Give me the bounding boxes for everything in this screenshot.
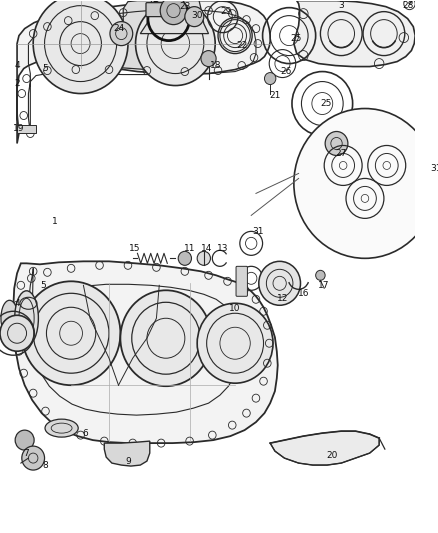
Text: 18: 18	[210, 61, 222, 70]
Text: 13: 13	[217, 244, 229, 253]
Ellipse shape	[45, 419, 78, 437]
Circle shape	[197, 303, 273, 383]
Text: 2: 2	[14, 79, 20, 88]
Ellipse shape	[1, 300, 18, 336]
Text: 21: 21	[269, 91, 281, 100]
Circle shape	[294, 109, 436, 259]
Circle shape	[0, 315, 34, 351]
Circle shape	[120, 290, 212, 386]
Text: 7: 7	[24, 449, 29, 458]
Text: 17: 17	[318, 281, 330, 290]
Ellipse shape	[15, 291, 39, 346]
Text: 10: 10	[230, 304, 241, 313]
Circle shape	[15, 430, 34, 450]
Text: 31: 31	[252, 227, 264, 236]
Circle shape	[259, 261, 300, 305]
Text: 16: 16	[297, 289, 309, 298]
Polygon shape	[270, 431, 379, 465]
Polygon shape	[104, 441, 150, 466]
Circle shape	[160, 0, 187, 25]
Circle shape	[201, 51, 216, 67]
Text: 23: 23	[179, 2, 191, 11]
Text: 26: 26	[281, 67, 292, 76]
Text: 14: 14	[201, 244, 212, 253]
Circle shape	[22, 446, 45, 470]
Text: 6: 6	[82, 429, 88, 438]
FancyBboxPatch shape	[146, 3, 163, 17]
Circle shape	[197, 252, 210, 265]
Circle shape	[110, 22, 133, 46]
Circle shape	[325, 132, 348, 156]
Text: 1: 1	[52, 217, 58, 226]
Text: 4: 4	[14, 299, 20, 308]
Circle shape	[135, 2, 215, 85]
Text: 3: 3	[339, 1, 344, 10]
Text: 22: 22	[236, 41, 247, 50]
Text: 30: 30	[191, 11, 203, 20]
Circle shape	[265, 72, 276, 85]
Text: 27: 27	[336, 149, 347, 158]
Text: 19: 19	[13, 124, 25, 133]
Text: 11: 11	[184, 244, 195, 253]
Text: 31: 31	[430, 164, 438, 173]
Polygon shape	[140, 1, 208, 34]
Text: 9: 9	[125, 457, 131, 466]
Text: 28: 28	[402, 1, 413, 10]
Text: 5: 5	[42, 64, 48, 73]
Polygon shape	[13, 261, 278, 443]
FancyBboxPatch shape	[17, 125, 36, 133]
Text: 8: 8	[42, 461, 48, 470]
Circle shape	[316, 270, 325, 280]
FancyBboxPatch shape	[236, 266, 247, 296]
Polygon shape	[294, 1, 415, 67]
Circle shape	[185, 6, 204, 27]
Text: 29: 29	[220, 7, 231, 16]
Text: 20: 20	[326, 450, 337, 459]
Text: 25: 25	[290, 34, 301, 43]
Polygon shape	[17, 1, 270, 143]
Text: 4: 4	[14, 61, 20, 70]
Circle shape	[178, 252, 191, 265]
Circle shape	[22, 281, 120, 385]
Circle shape	[33, 0, 128, 93]
Text: 24: 24	[113, 24, 124, 33]
Polygon shape	[119, 1, 188, 71]
Text: 15: 15	[129, 244, 140, 253]
Text: 5: 5	[40, 281, 46, 290]
Text: 12: 12	[277, 294, 288, 303]
Text: 25: 25	[321, 99, 332, 108]
